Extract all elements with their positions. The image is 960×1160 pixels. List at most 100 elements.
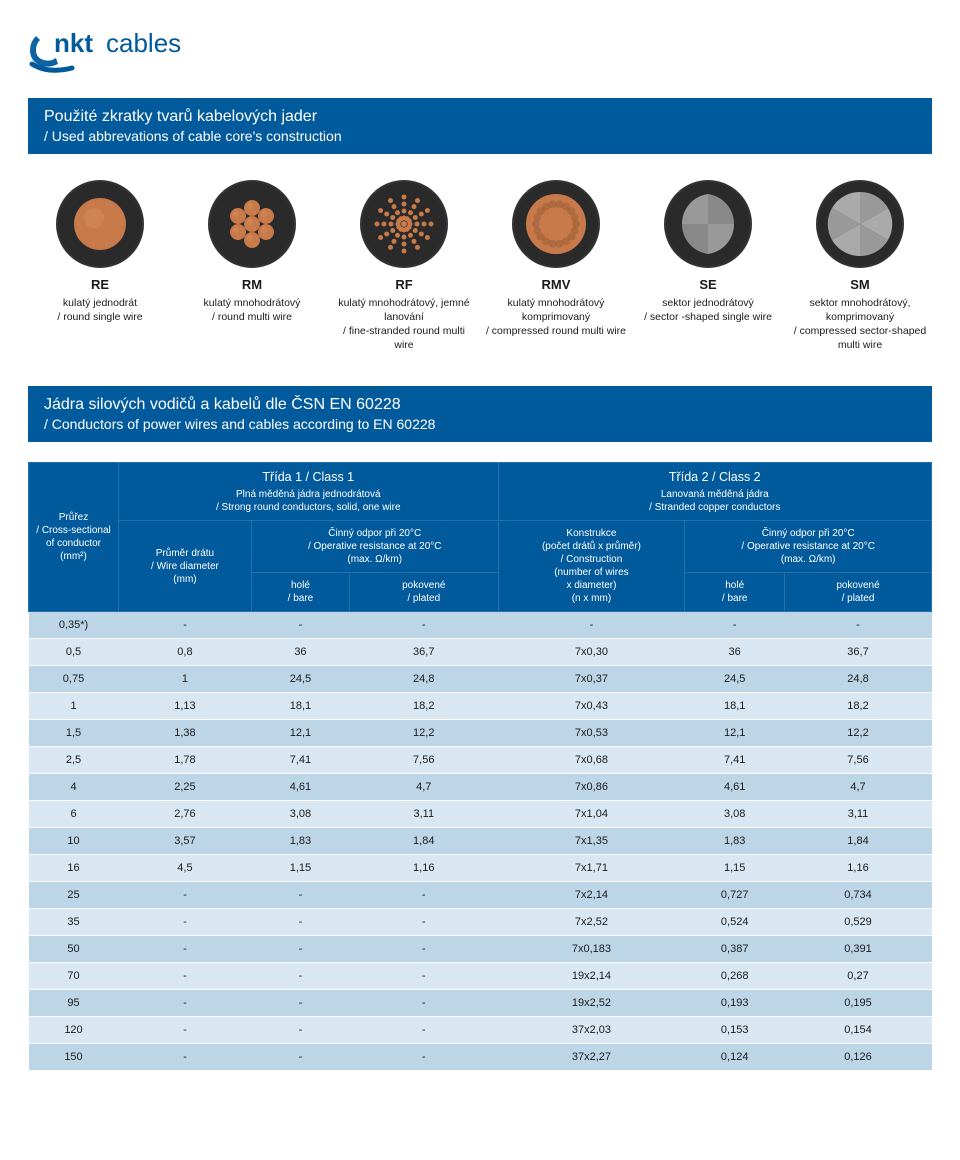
table-cell: 4	[29, 774, 119, 801]
table-cell: 18,1	[685, 693, 785, 720]
table-cell: 24,8	[785, 666, 932, 693]
header-construction: Konstrukce(počet drátů x průměr)/ Constr…	[498, 521, 685, 612]
table-cell: -	[349, 1017, 498, 1044]
table-cell: 4,7	[785, 774, 932, 801]
header-cross-section: Průřez/ Cross-sectionalof conductor(mm²)	[29, 463, 119, 612]
table-cell: 18,2	[785, 693, 932, 720]
table-cell: 7,41	[251, 747, 349, 774]
table-cell: 3,11	[349, 801, 498, 828]
table-cell: -	[349, 936, 498, 963]
table-cell: 0,153	[685, 1017, 785, 1044]
cable-type-re: REkulatý jednodrát/ round single wire	[28, 180, 172, 352]
table-row: 35---7x2,520,5240,529	[29, 909, 932, 936]
table-cell: 0,529	[785, 909, 932, 936]
table-row: 70---19x2,140,2680,27	[29, 963, 932, 990]
table-cell: 7x0,86	[498, 774, 685, 801]
table-cell: 0,27	[785, 963, 932, 990]
table-cell: -	[119, 909, 252, 936]
cable-code: SM	[788, 276, 932, 294]
table-cell: -	[349, 963, 498, 990]
table-cell: 4,5	[119, 855, 252, 882]
section-title: Použité zkratky tvarů kabelových jader	[44, 108, 916, 126]
table-row: 25---7x2,140,7270,734	[29, 882, 932, 909]
table-cell: 1,16	[349, 855, 498, 882]
table-cell: -	[251, 1044, 349, 1071]
cable-name-cz: kulatý mnohodrátový, jemné lanování	[332, 296, 476, 324]
table-cell: 12,1	[251, 720, 349, 747]
section-subtitle: / Used abbrevations of cable core's cons…	[44, 128, 916, 144]
table-cell: 3,08	[685, 801, 785, 828]
table-cell: 1,15	[685, 855, 785, 882]
section-title: Jádra silových vodičů a kabelů dle ČSN E…	[44, 396, 916, 414]
table-row: 42,254,614,77x0,864,614,7	[29, 774, 932, 801]
cable-image	[56, 180, 144, 268]
table-cell: -	[251, 1017, 349, 1044]
table-cell: 7,56	[785, 747, 932, 774]
cable-name-cz: kulatý mnohodrátový	[180, 296, 324, 310]
header-wire-diameter: Průměr drátu/ Wire diameter(mm)	[119, 521, 252, 612]
table-cell: 25	[29, 882, 119, 909]
table-cell: -	[785, 612, 932, 639]
cable-name-en: / fine-stranded round multi wire	[332, 324, 476, 352]
table-row: 2,51,787,417,567x0,687,417,56	[29, 747, 932, 774]
table-cell: 12,2	[349, 720, 498, 747]
cable-code: RE	[28, 276, 172, 294]
cable-name-en: / compressed sector-shaped multi wire	[788, 324, 932, 352]
cable-type-se: SEsektor jednodrátový/ sector -shaped si…	[636, 180, 780, 352]
table-cell: -	[251, 612, 349, 639]
table-cell: 24,5	[685, 666, 785, 693]
header-bare-2: holé/ bare	[685, 573, 785, 612]
svg-text:nkt: nkt	[54, 28, 93, 58]
table-cell: 0,5	[29, 639, 119, 666]
table-cell: 19x2,14	[498, 963, 685, 990]
table-cell: -	[251, 882, 349, 909]
table-cell: -	[349, 612, 498, 639]
cable-type-rm: RMkulatý mnohodrátový/ round multi wire	[180, 180, 324, 352]
table-cell: 35	[29, 909, 119, 936]
header-plated-1: pokovené/ plated	[349, 573, 498, 612]
section-header-conductors: Jádra silových vodičů a kabelů dle ČSN E…	[28, 386, 932, 442]
cable-image	[360, 180, 448, 268]
cable-name-en: / compressed round multi wire	[484, 324, 628, 338]
cable-name-en: / round single wire	[28, 310, 172, 324]
table-cell: 70	[29, 963, 119, 990]
table-cell: -	[349, 909, 498, 936]
table-row: 0,35*)------	[29, 612, 932, 639]
table-cell: 10	[29, 828, 119, 855]
table-cell: 7x2,14	[498, 882, 685, 909]
svg-text:cables: cables	[106, 28, 181, 58]
table-cell: 1,15	[251, 855, 349, 882]
table-cell: -	[119, 990, 252, 1017]
table-cell: 7x1,35	[498, 828, 685, 855]
table-row: 150---37x2,270,1240,126	[29, 1044, 932, 1071]
table-cell: -	[349, 882, 498, 909]
section-header-abbreviations: Použité zkratky tvarů kabelových jader /…	[28, 98, 932, 154]
cable-code: SE	[636, 276, 780, 294]
table-cell: 0,391	[785, 936, 932, 963]
table-row: 1,51,3812,112,27x0,5312,112,2	[29, 720, 932, 747]
table-cell: 50	[29, 936, 119, 963]
cable-image	[664, 180, 752, 268]
table-row: 0,50,83636,77x0,303636,7	[29, 639, 932, 666]
table-cell: 0,8	[119, 639, 252, 666]
table-cell: -	[498, 612, 685, 639]
table-body: 0,35*)------0,50,83636,77x0,303636,70,75…	[29, 612, 932, 1071]
header-resistance-2: Činný odpor při 20°C/ Operative resistan…	[685, 521, 932, 573]
table-cell: 3,57	[119, 828, 252, 855]
table-cell: 6	[29, 801, 119, 828]
table-row: 95---19x2,520,1930,195	[29, 990, 932, 1017]
cable-type-rmv: RMVkulatý mnohodrátový komprimovaný/ com…	[484, 180, 628, 352]
table-cell: 0,75	[29, 666, 119, 693]
table-cell: 7x0,68	[498, 747, 685, 774]
table-cell: 95	[29, 990, 119, 1017]
table-cell: 18,2	[349, 693, 498, 720]
table-cell: 1,84	[785, 828, 932, 855]
table-cell: 1,83	[685, 828, 785, 855]
table-cell: -	[685, 612, 785, 639]
table-cell: -	[349, 990, 498, 1017]
table-cell: 7x0,30	[498, 639, 685, 666]
table-cell: 7x0,37	[498, 666, 685, 693]
cable-image	[816, 180, 904, 268]
table-row: 62,763,083,117x1,043,083,11	[29, 801, 932, 828]
logo: nkt cables	[0, 0, 960, 74]
